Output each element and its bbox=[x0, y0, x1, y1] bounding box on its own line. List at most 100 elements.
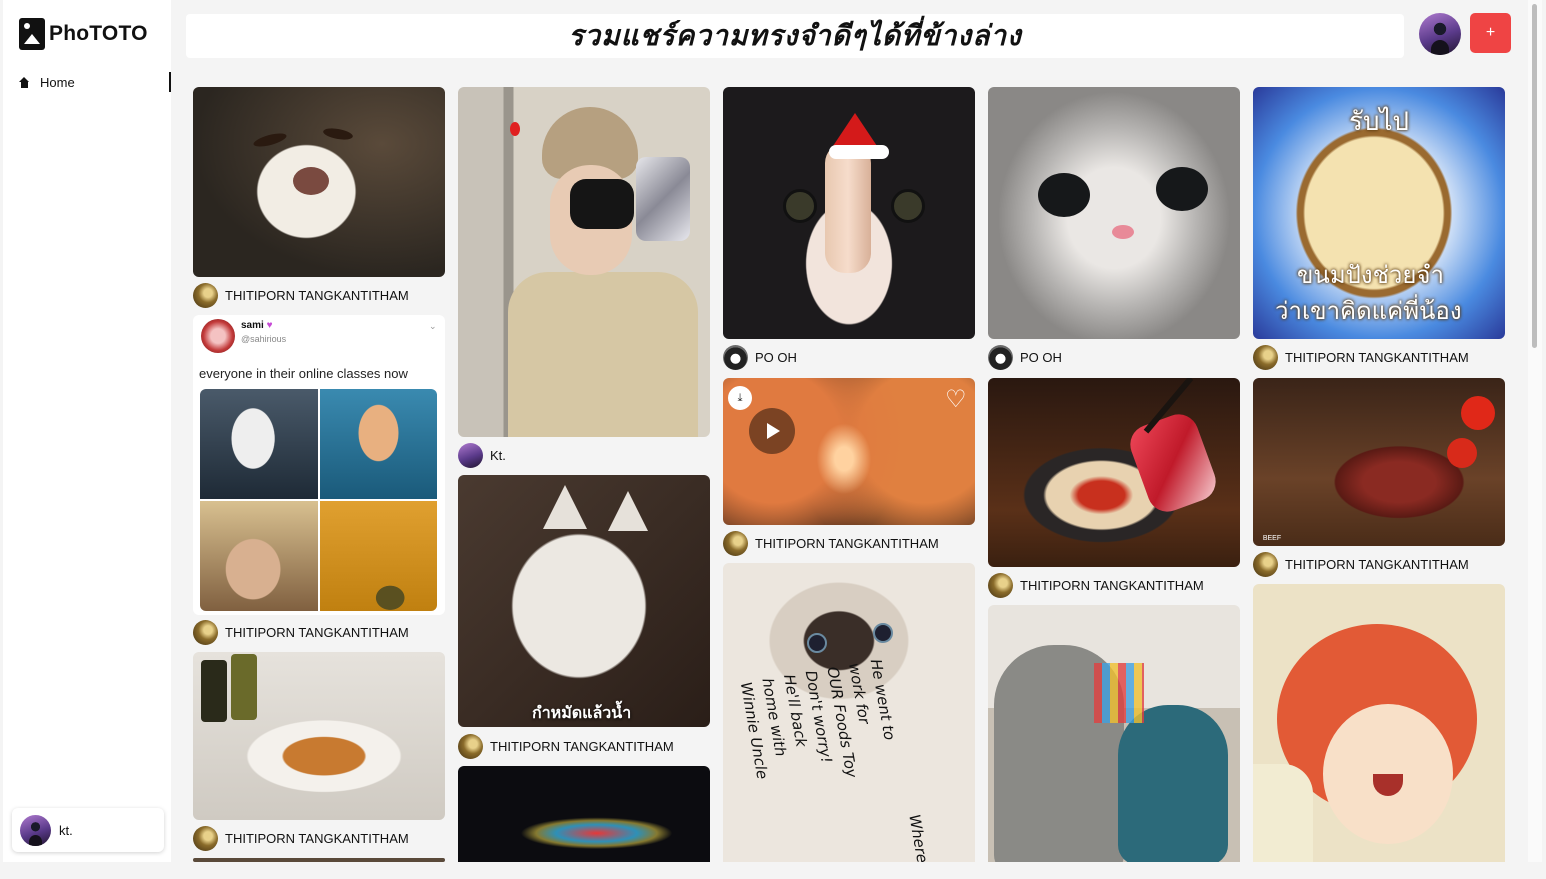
pin-author[interactable]: THITIPORN TANGKANTITHAM bbox=[723, 531, 939, 556]
author-avatar bbox=[988, 345, 1013, 370]
pin-author[interactable]: THITIPORN TANGKANTITHAM bbox=[193, 620, 409, 645]
red-light bbox=[510, 122, 520, 136]
sidebar: PhoTOTO Home kt. bbox=[3, 0, 171, 862]
cat-eye bbox=[1038, 173, 1090, 217]
author-avatar bbox=[1253, 345, 1278, 370]
pin-image[interactable] bbox=[193, 87, 445, 277]
face-mask bbox=[570, 179, 634, 229]
oil-bottle bbox=[201, 660, 227, 722]
pin-image[interactable] bbox=[1253, 584, 1505, 862]
cat-ear bbox=[608, 491, 648, 531]
author-name: THITIPORN TANGKANTITHAM bbox=[490, 739, 674, 754]
author-name: THITIPORN TANGKANTITHAM bbox=[1020, 578, 1204, 593]
phone bbox=[636, 157, 690, 241]
toy-boxes bbox=[1094, 663, 1144, 723]
meme-bottom-text: ว่าเขาคิดแค่พี่น้อง bbox=[1275, 297, 1462, 325]
meme-top-text: รับไป bbox=[1349, 107, 1410, 137]
image-caption: กำหมัดแล้วน้ำ bbox=[532, 703, 632, 722]
pin-image[interactable]: sami ♥ @sahirious ⌄ everyone in their on… bbox=[193, 315, 445, 615]
play-icon[interactable] bbox=[749, 408, 795, 454]
pin-image[interactable] bbox=[988, 378, 1240, 567]
author-name: THITIPORN TANGKANTITHAM bbox=[1285, 557, 1469, 572]
meme-grid bbox=[200, 389, 437, 611]
download-icon[interactable]: ⤓ bbox=[728, 386, 752, 410]
tomato bbox=[1461, 396, 1495, 430]
scrollbar[interactable] bbox=[1528, 0, 1542, 862]
cat-face-mark bbox=[825, 143, 871, 273]
app-logo[interactable]: PhoTOTO bbox=[19, 18, 148, 50]
pin-image[interactable]: รับไป ขนมปังช่วยจำ ว่าเขาคิดแค่พี่น้อง bbox=[1253, 87, 1505, 339]
author-avatar bbox=[723, 531, 748, 556]
author-avatar bbox=[723, 345, 748, 370]
pin-image[interactable] bbox=[458, 87, 710, 437]
meme-lizard bbox=[319, 501, 437, 611]
tomato bbox=[1447, 438, 1477, 468]
beef-slice bbox=[1124, 408, 1222, 518]
logo-icon bbox=[19, 18, 45, 50]
pin-author[interactable]: THITIPORN TANGKANTITHAM bbox=[988, 573, 1204, 598]
sidebar-item-home[interactable]: Home bbox=[19, 72, 171, 92]
pin-author[interactable]: THITIPORN TANGKANTITHAM bbox=[1253, 552, 1469, 577]
meme-handle: @sahirious bbox=[241, 334, 287, 344]
santa-hat bbox=[831, 113, 879, 149]
author-avatar bbox=[193, 826, 218, 851]
scrollbar-thumb[interactable] bbox=[1532, 4, 1537, 348]
page-header: รวมแชร์ความทรงจำดีๆได้ที่ข้างล่าง bbox=[186, 14, 1404, 58]
beef-logo: BEEF bbox=[1262, 535, 1282, 542]
pin-image[interactable] bbox=[988, 605, 1240, 862]
pin-image[interactable] bbox=[723, 87, 975, 339]
pin-image-partial[interactable] bbox=[193, 858, 445, 862]
author-name: PO OH bbox=[1020, 350, 1062, 365]
meme-user: sami ♥ bbox=[241, 320, 273, 331]
pin-author[interactable]: THITIPORN TANGKANTITHAM bbox=[193, 283, 409, 308]
author-name: THITIPORN TANGKANTITHAM bbox=[225, 625, 409, 640]
anime-mouth bbox=[1373, 774, 1403, 796]
cat-eye bbox=[873, 623, 893, 643]
author-name: THITIPORN TANGKANTITHAM bbox=[755, 536, 939, 551]
chevron-down-icon: ⌄ bbox=[429, 321, 437, 331]
author-name: THITIPORN TANGKANTITHAM bbox=[225, 288, 409, 303]
author-avatar bbox=[458, 443, 483, 468]
meme-avatar bbox=[201, 319, 235, 353]
pin-rainbow[interactable] bbox=[458, 766, 710, 862]
author-name: Kt. bbox=[490, 448, 506, 463]
pin-author[interactable]: THITIPORN TANGKANTITHAM bbox=[193, 826, 409, 851]
pin-author[interactable]: Kt. bbox=[458, 443, 506, 468]
pin-author[interactable]: THITIPORN TANGKANTITHAM bbox=[1253, 345, 1469, 370]
heart-icon[interactable]: ♡ bbox=[945, 386, 967, 413]
pin-image[interactable]: กำหมัดแล้วน้ำ bbox=[458, 475, 710, 727]
heart-badge-icon: ♥ bbox=[266, 320, 273, 331]
pin-image[interactable]: He went to work for OUR Foods Toy Don't … bbox=[723, 563, 975, 862]
author-avatar bbox=[1253, 552, 1278, 577]
cat-eye bbox=[807, 633, 827, 653]
pin-author[interactable]: PO OH bbox=[988, 345, 1062, 370]
author-name: PO OH bbox=[755, 350, 797, 365]
pin-image[interactable] bbox=[988, 87, 1240, 339]
dog-nose bbox=[293, 167, 329, 195]
header-avatar[interactable] bbox=[1419, 13, 1461, 55]
user-name: kt. bbox=[59, 822, 73, 838]
meme-fish bbox=[319, 389, 437, 499]
user-profile-card[interactable]: kt. bbox=[12, 808, 164, 852]
page-title: รวมแชร์ความทรงจำดีๆได้ที่ข้างล่าง bbox=[568, 19, 1022, 52]
handwritten-note-side: Where's bbox=[905, 813, 934, 862]
cat-nose bbox=[1112, 225, 1134, 239]
pin-video[interactable]: ⤓ ♡ bbox=[723, 378, 975, 525]
author-name: THITIPORN TANGKANTITHAM bbox=[225, 831, 409, 846]
home-icon bbox=[19, 76, 30, 88]
pin-author[interactable]: PO OH bbox=[723, 345, 797, 370]
meme-caption: everyone in their online classes now bbox=[199, 366, 408, 381]
sweater bbox=[508, 272, 698, 437]
cat-eye bbox=[891, 189, 925, 223]
pin-image[interactable] bbox=[193, 652, 445, 820]
meme-bottom-text: ขนมปังช่วยจำ bbox=[1297, 261, 1444, 289]
santa-hat-trim bbox=[829, 145, 889, 159]
author-avatar bbox=[193, 283, 218, 308]
pin-author[interactable]: THITIPORN TANGKANTITHAM bbox=[458, 734, 674, 759]
cat-eye bbox=[1156, 167, 1208, 211]
pin-image[interactable]: BEEF bbox=[1253, 378, 1505, 546]
cat-ear bbox=[543, 485, 587, 529]
meme-dog bbox=[200, 389, 318, 499]
add-pin-button[interactable]: + bbox=[1470, 13, 1511, 53]
